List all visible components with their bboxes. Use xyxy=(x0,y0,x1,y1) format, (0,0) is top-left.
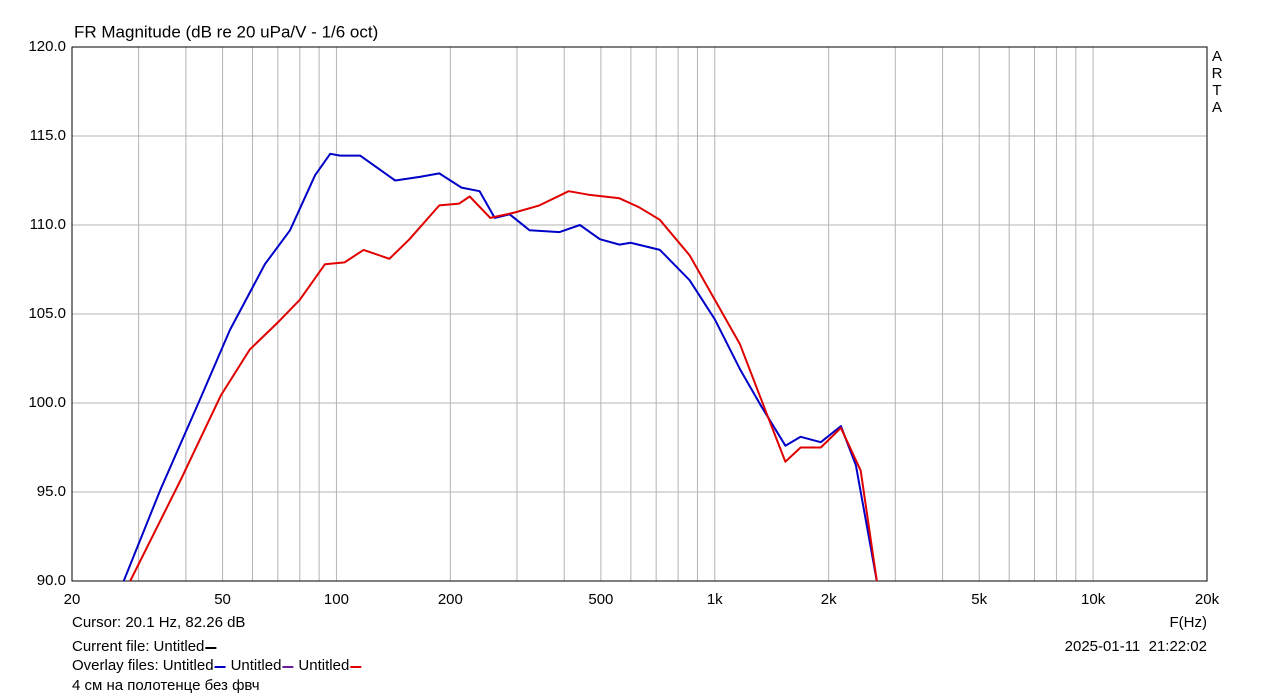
x-tick-label: 100 xyxy=(324,591,349,608)
plot-frame xyxy=(71,46,1208,582)
x-tick-label: 500 xyxy=(588,591,613,608)
legend-entry: Untitled xyxy=(163,657,214,674)
x-tick-label: 10k xyxy=(1081,591,1106,608)
y-tick-label: 115.0 xyxy=(30,127,66,144)
legend-entry: Untitled xyxy=(231,657,282,674)
y-tick-label: 120.0 xyxy=(28,38,66,55)
current-file-label: Current file: xyxy=(72,638,150,655)
x-tick-label: 20 xyxy=(64,591,81,608)
chart-title: FR Magnitude (dB re 20 uPa/V - 1/6 oct) xyxy=(74,22,378,41)
data-line xyxy=(129,190,878,582)
y-tick-label: 100.0 xyxy=(28,394,66,411)
y-tick-label: 110.0 xyxy=(30,216,66,233)
timestamp: 2025-01-11 21:22:02 xyxy=(1065,638,1207,655)
cursor-readout: Cursor: 20.1 Hz, 82.26 dB xyxy=(72,614,245,631)
x-tick-label: 50 xyxy=(214,591,231,608)
y-tick-label: 105.0 xyxy=(28,305,66,322)
legend-entry: Untitled xyxy=(154,638,205,655)
x-axis-label: F(Hz) xyxy=(1170,614,1208,631)
x-tick-label: 200 xyxy=(438,591,463,608)
x-tick-label: 1k xyxy=(707,591,723,608)
x-tick-label: 2k xyxy=(821,591,837,608)
y-tick-label: 95.0 xyxy=(37,483,66,500)
legend-entry: Untitled xyxy=(298,657,349,674)
overlay-label: Overlay files: xyxy=(72,657,159,674)
data-line xyxy=(122,152,878,582)
y-tick-label: 90.0 xyxy=(37,572,66,589)
x-tick-label: 20k xyxy=(1195,591,1220,608)
comment: 4 см на полотенце без фвч xyxy=(72,677,260,694)
x-tick-label: 5k xyxy=(971,591,987,608)
